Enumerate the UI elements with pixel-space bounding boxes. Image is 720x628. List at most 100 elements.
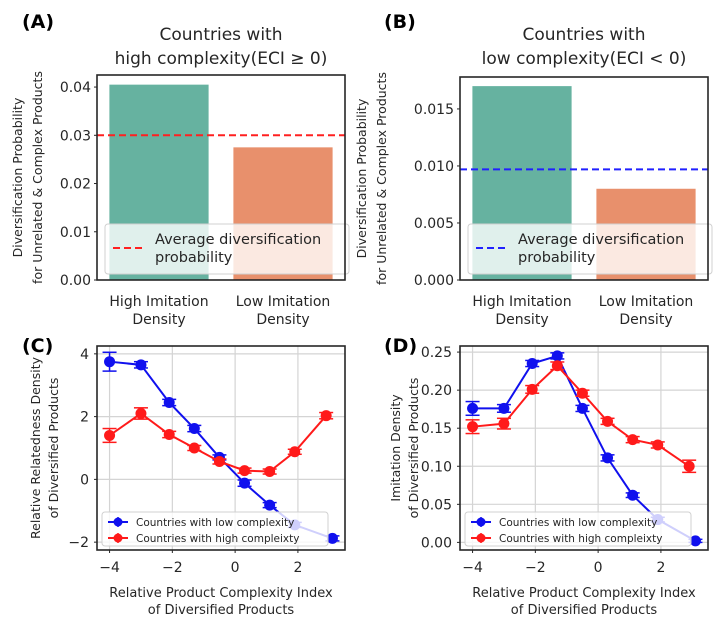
legend-label-line-0: Average diversification [155,232,321,248]
y-axis-label-line: Diversification Probability [10,97,25,257]
data-point [213,455,225,467]
x-tick-label: −2 [162,560,183,576]
y-tick-label: 0.04 [60,80,91,96]
series-0 [465,350,703,547]
data-point [239,465,251,477]
x-tick-label-1-line-0: Low Imitation [236,294,331,310]
chart-title-line-1: low complexity(ECI < 0) [482,49,687,69]
y-axis-label-line: Diversification Probability [354,98,369,258]
data-point [576,402,588,414]
legend-label-line-1: probability [518,250,596,266]
data-point [104,429,116,441]
y-tick-label: 0.10 [421,459,452,475]
chart-title-line-1: high complexity(ECI ≥ 0) [115,49,328,69]
y-tick-label: 0 [80,472,89,488]
legend-box [467,223,713,275]
x-tick-label-0-line-1: Density [495,312,548,328]
data-point [467,421,479,433]
y-tick-label: 0.20 [421,383,452,399]
legend-label: Countries with low complexity [499,517,657,529]
y-axis-label-line: for Unrelated & Complex Products [30,71,45,284]
legend: Average diversification probability [467,223,713,275]
y-tick-label: 0.03 [60,128,91,144]
data-point [551,350,563,362]
y-axis-label-line: for Unrelated & Complex Products [374,72,389,285]
legend-label-line-0: Average diversification [518,232,684,248]
data-point [602,415,614,427]
legend-label: Countries with high compleixty [136,533,299,545]
data-point [602,452,614,464]
data-point [289,446,301,458]
x-axis-label-line-1: of Diversified Products [148,603,295,618]
series-1 [465,360,697,474]
data-point [467,402,479,414]
y-axis-label-line: Relative Relatedness Density [28,356,43,539]
data-point [239,477,251,489]
legend-box [464,511,692,547]
data-point [652,439,664,451]
data-point [104,356,116,368]
x-tick-label: 2 [656,560,665,576]
x-tick-label: −4 [462,560,483,576]
x-tick-label: −4 [99,560,120,576]
panel-label: (C) [22,335,53,357]
axes-frame [96,74,346,281]
panel-D: (D)Imitation Density of Diversified Produ… [384,335,709,618]
legend-swatch-marker [113,533,123,543]
x-tick-label: −2 [525,560,546,576]
x-tick-label-0-line-0: High Imitation [109,294,208,310]
x-axis-label-line-1: of Diversified Products [511,603,658,618]
panel-A: (A) Diversification Probability for Unrela… [10,11,350,328]
x-tick-label-1-line-1: Density [256,312,309,328]
data-point [264,466,276,478]
data-point [264,499,276,511]
data-point [576,387,588,399]
panel-B: (B) Diversification Probability for Unrela… [354,11,713,328]
data-point [320,410,332,422]
legend-label-line-1: probability [155,250,233,266]
data-point [326,532,338,544]
y-axis-label-line: of Diversified Products [46,378,61,519]
x-tick-label: 0 [594,560,603,576]
data-point [188,423,200,435]
data-point [163,396,175,408]
legend-swatch-marker [113,517,123,527]
legend-label: Countries with high compleixty [499,533,662,545]
legend-label: Countries with low complexity [136,517,294,529]
y-tick-label: 0.00 [60,273,91,289]
panel-label: (D) [384,335,417,357]
y-axis-label: Diversification Probability for Unrelated… [10,71,45,284]
data-point [188,442,200,454]
y-tick-label: 0.15 [421,421,452,437]
y-tick-label: 0.02 [60,177,91,193]
data-point [498,418,510,430]
data-point [689,535,701,547]
axes-frame [459,345,709,551]
y-tick-label: 0.005 [414,216,454,232]
series-1 [102,407,334,478]
data-point [526,383,538,395]
panel-label: (B) [384,11,416,33]
y-tick-label: 0.01 [60,225,91,241]
legend: Countries with low complexity Countries w… [101,511,329,547]
chart-title-line-0: Countries with [523,25,646,45]
x-axis-label-line-0: Relative Product Complexity Index [109,586,333,601]
x-tick-label-1-line-1: Density [619,312,672,328]
y-axis-label: Diversification Probability for Unrelated… [354,72,389,285]
chart-title-line-0: Countries with [160,25,283,45]
x-tick-label: 0 [231,560,240,576]
legend-box [104,223,350,275]
panel-C: (C)Relative Relatedness Density of Divers… [22,335,346,618]
y-tick-label: 0.25 [421,345,452,361]
y-tick-label: 0.05 [421,497,452,513]
data-point [627,489,639,501]
legend: Average diversification probability [104,223,350,275]
y-tick-label: 4 [80,347,89,363]
data-point [498,402,510,414]
data-point [135,359,147,371]
data-point [526,358,538,370]
legend-swatch-marker [476,533,486,543]
series-line [472,364,690,468]
data-point [551,360,563,372]
